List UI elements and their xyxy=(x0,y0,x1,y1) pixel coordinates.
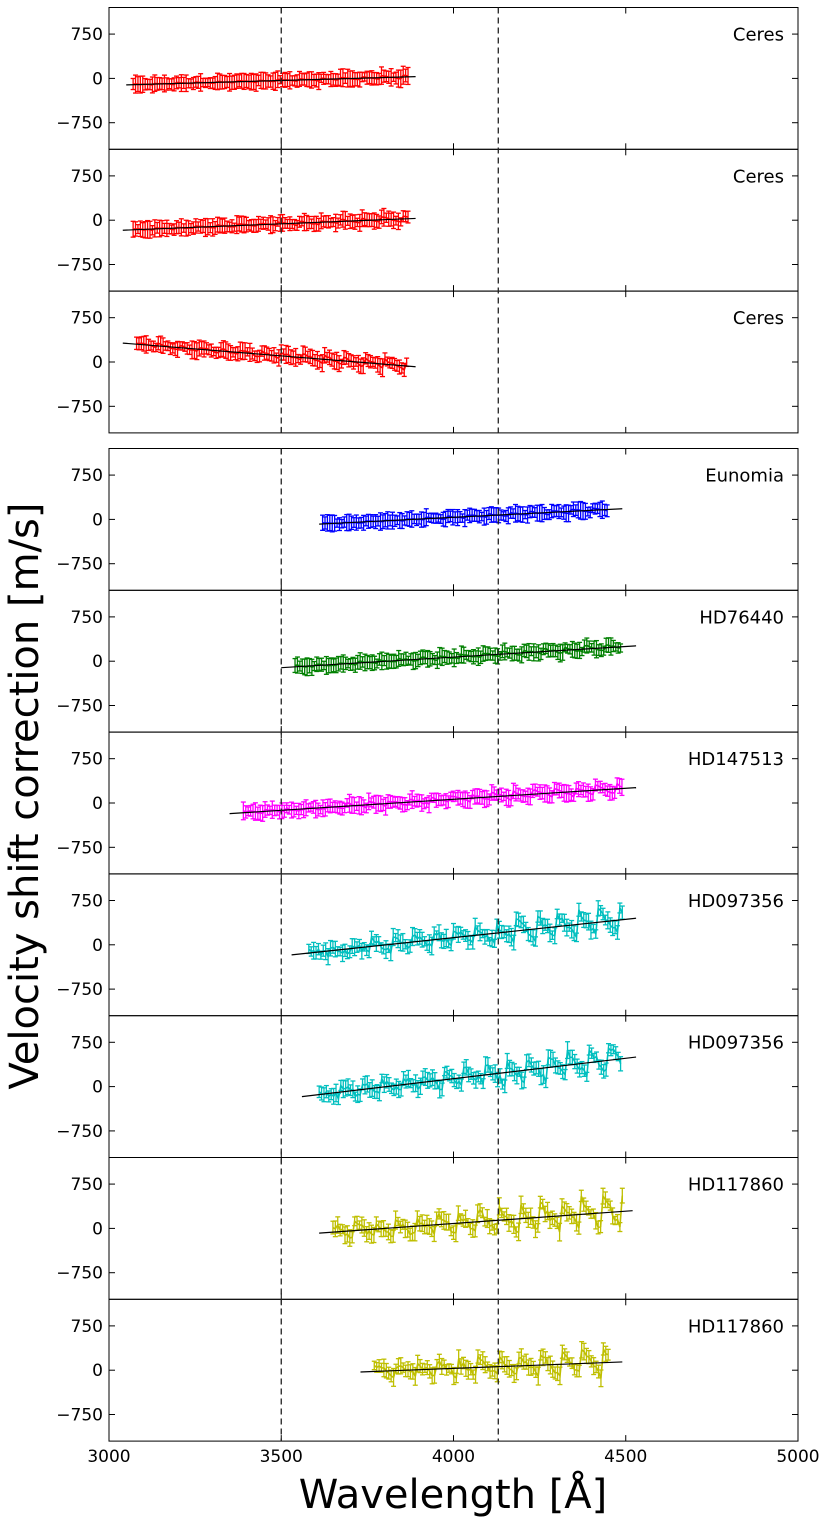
y-tick-label: −750 xyxy=(56,838,103,858)
y-tick-label: −750 xyxy=(56,1122,103,1142)
y-tick-label: −750 xyxy=(56,555,103,575)
y-tick-label: 750 xyxy=(71,608,103,628)
data-series xyxy=(316,1041,624,1106)
panel-5: 750 0 −750 HD76440 xyxy=(56,589,799,733)
data-line xyxy=(308,905,624,960)
fit-line xyxy=(301,1056,637,1098)
fit-line xyxy=(281,645,637,669)
x-tick-label: 3000 xyxy=(87,1447,130,1467)
panel-label: Ceres xyxy=(733,25,784,46)
y-tick-label: 0 xyxy=(92,652,103,672)
fit-line xyxy=(122,217,416,231)
panel-1: 750 0 −750 Ceres xyxy=(56,7,799,150)
panel-label: HD097356 xyxy=(688,1033,784,1054)
x-tick-label: 3500 xyxy=(260,1447,303,1467)
fit-line xyxy=(319,1210,633,1234)
panel-label: HD147513 xyxy=(688,749,784,770)
panel-label: HD117860 xyxy=(688,1175,784,1196)
fit-line xyxy=(360,1361,623,1373)
y-tick-label: 0 xyxy=(92,353,103,373)
fit-line xyxy=(229,787,637,815)
fit-line xyxy=(291,917,637,956)
panel-label: HD117860 xyxy=(688,1316,784,1337)
data-series xyxy=(306,900,625,966)
fit-line xyxy=(122,342,416,368)
y-tick-label: 0 xyxy=(92,211,103,231)
panel-3: 750 0 −750 Ceres xyxy=(56,290,799,434)
data-series xyxy=(130,207,411,239)
data-line xyxy=(373,1345,609,1380)
x-tick-label: 4500 xyxy=(604,1447,647,1467)
panel-2: 750 0 −750 Ceres xyxy=(56,148,799,292)
y-tick-label: 750 xyxy=(71,750,103,770)
reference-vlines xyxy=(280,7,499,1442)
panel-frame xyxy=(108,589,799,733)
data-series xyxy=(330,1187,625,1247)
panel-7: 750 0 −750 HD097356 xyxy=(56,873,799,1017)
x-axis-label: Wavelength [Å] xyxy=(299,1470,608,1518)
panel-6: 750 0 −750 HD147513 xyxy=(56,731,799,875)
y-tick-label: 0 xyxy=(92,1361,103,1381)
x-axis-ticks: 3000 3500 4000 4500 5000 xyxy=(87,1447,819,1467)
panel-label: Eunomia xyxy=(705,466,784,487)
data-series xyxy=(134,335,410,378)
panel-frame xyxy=(108,448,799,591)
data-series xyxy=(130,65,411,94)
y-tick-label: 750 xyxy=(71,309,103,329)
data-line xyxy=(136,342,408,372)
y-tick-label: 750 xyxy=(71,1033,103,1053)
panel-frame xyxy=(108,290,799,434)
y-axis-label: Velocity shift correction [m/s] xyxy=(2,503,48,1090)
y-tick-label: 750 xyxy=(71,891,103,911)
panels-layer: 7500−750Ceres7500−750Ceres7500−750Ceres7… xyxy=(56,7,799,1442)
panel-label: HD097356 xyxy=(688,891,784,912)
y-tick-label: 0 xyxy=(92,936,103,956)
y-tick-label: −750 xyxy=(56,697,103,717)
data-line xyxy=(243,782,623,815)
y-tick-label: 0 xyxy=(92,1078,103,1098)
y-tick-label: −750 xyxy=(56,980,103,1000)
y-tick-label: 750 xyxy=(71,167,103,187)
y-tick-label: 0 xyxy=(92,1219,103,1239)
panel-10: 750 0 −750 HD117860 xyxy=(56,1298,799,1442)
fit-line xyxy=(126,76,416,86)
fit-line xyxy=(319,508,623,525)
y-tick-label: −750 xyxy=(56,256,103,276)
y-tick-label: 750 xyxy=(71,25,103,45)
y-tick-label: 0 xyxy=(92,794,103,814)
y-tick-label: 750 xyxy=(71,466,103,486)
x-tick-label: 4000 xyxy=(432,1447,475,1467)
data-series xyxy=(240,777,625,822)
y-tick-label: 0 xyxy=(92,510,103,530)
y-tick-label: 0 xyxy=(92,69,103,89)
panel-9: 750 0 −750 HD117860 xyxy=(56,1157,799,1300)
y-tick-label: −750 xyxy=(56,114,103,134)
y-tick-label: −750 xyxy=(56,1264,103,1284)
y-tick-label: −750 xyxy=(56,1406,103,1426)
x-tick-label: 5000 xyxy=(776,1447,819,1467)
panel-label: HD76440 xyxy=(699,607,784,628)
data-line xyxy=(332,1193,624,1239)
y-tick-label: 750 xyxy=(71,1317,103,1337)
data-line xyxy=(133,74,409,86)
panel-8: 750 0 −750 HD097356 xyxy=(56,1015,799,1159)
panel-label: Ceres xyxy=(733,166,784,187)
panel-4: 750 0 −750 Eunomia xyxy=(56,448,799,591)
y-tick-label: 750 xyxy=(71,1175,103,1195)
panel-label: Ceres xyxy=(733,308,784,329)
y-tick-label: −750 xyxy=(56,397,103,417)
